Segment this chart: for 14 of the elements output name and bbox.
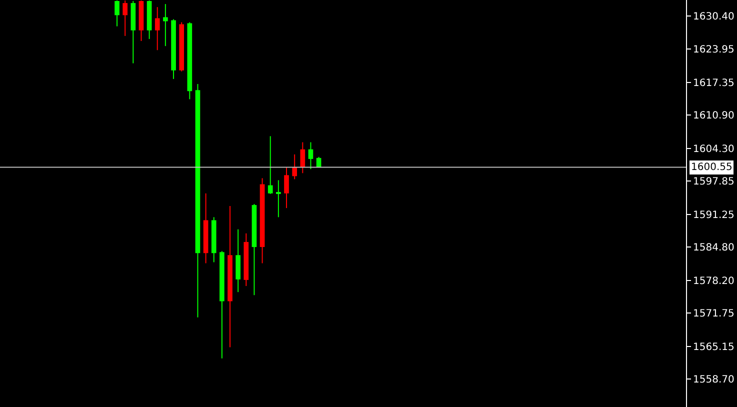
y-tick-label: 1578.20 [693,276,734,287]
candlestick [163,4,168,47]
y-tick-label: 1571.75 [693,308,734,320]
y-tick-label: 1558.70 [693,374,734,386]
y-tick-label: 1597.85 [693,176,734,188]
y-tick-label: 1623.95 [693,44,734,56]
y-tick-label: 1630.40 [693,12,734,23]
y-tick-label: 1617.35 [693,78,734,89]
ref-line-label: 1600.55 [691,162,732,173]
y-tick-label: 1584.80 [693,242,734,254]
y-tick-label: 1610.90 [693,110,734,122]
y-tick-label: 1591.25 [693,210,734,221]
y-tick-label: 1604.30 [693,144,734,155]
y-tick-label: 1565.15 [693,342,734,354]
